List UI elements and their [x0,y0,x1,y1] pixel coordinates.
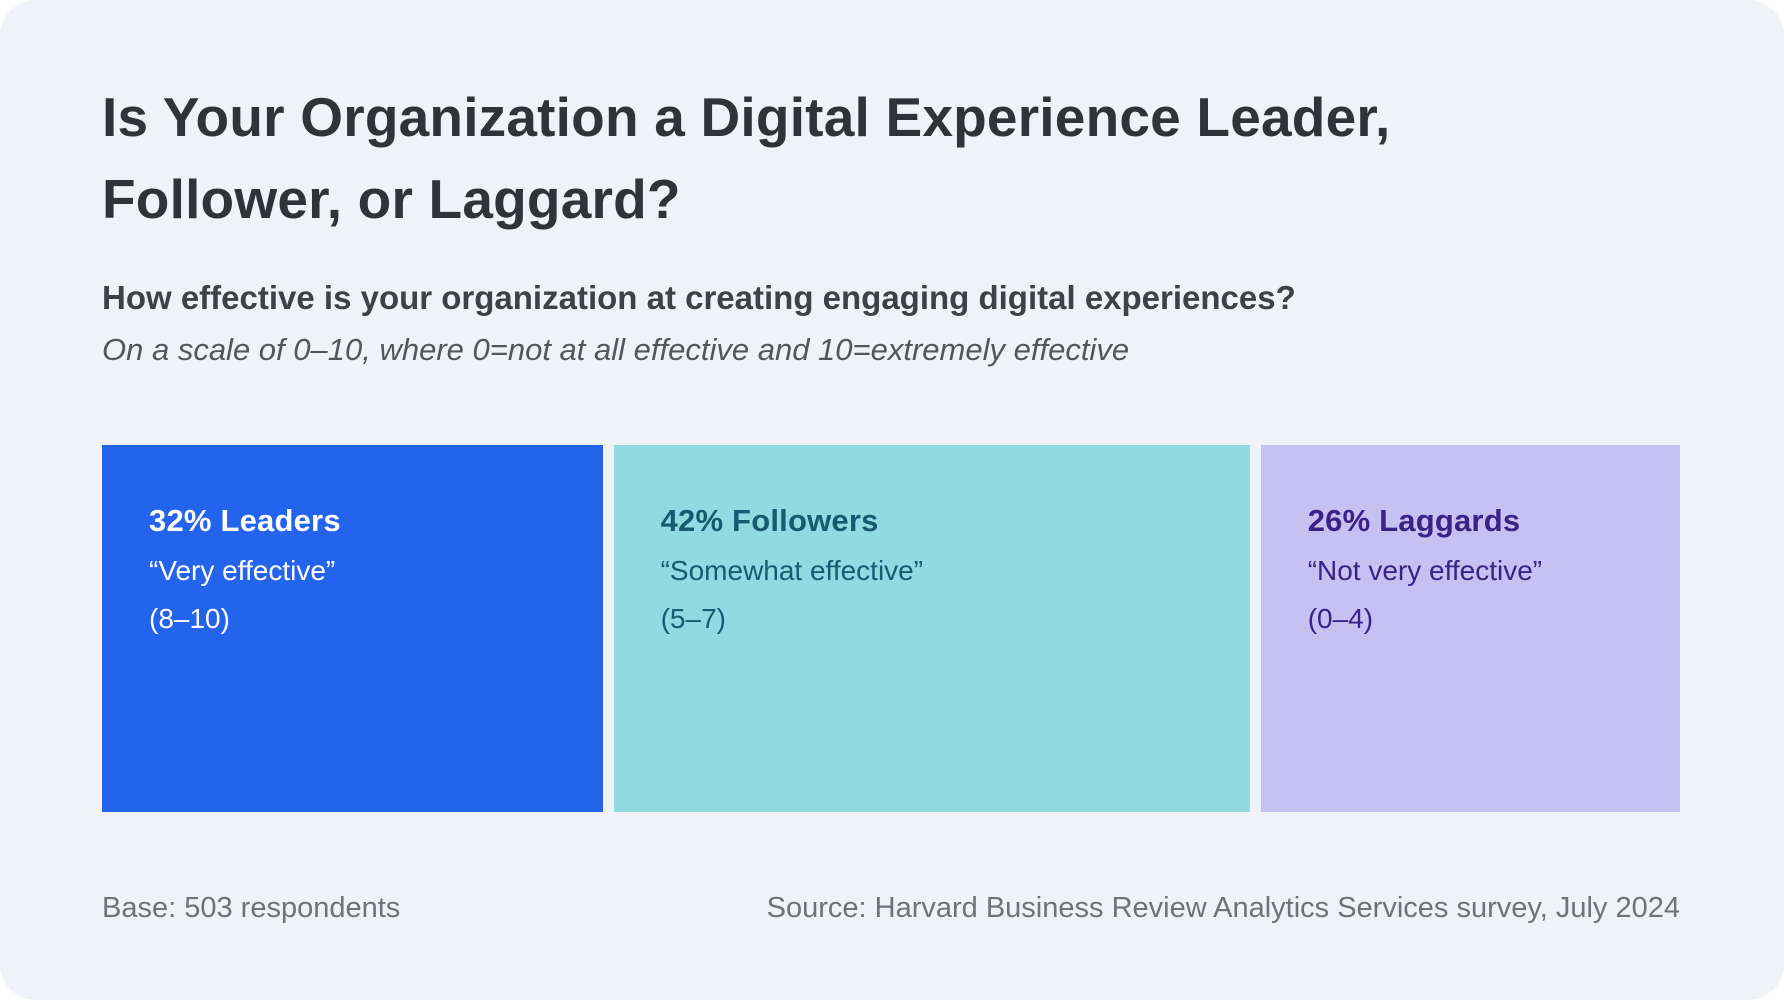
segment-leaders-range: (8–10) [149,603,230,634]
source-note: Source: Harvard Business Review Analytic… [766,892,1680,924]
segment-leaders: 32% Leaders “Very effective” (8–10) [102,445,603,812]
page-title: Is Your Organization a Digital Experienc… [102,76,1680,240]
segment-followers: 42% Followers “Somewhat effective” (5–7) [613,445,1250,812]
segment-laggards: 26% Laggards “Not very effective” (0–4) [1260,445,1680,812]
segment-leaders-text: 32% Leaders “Very effective” (8–10) [149,501,583,637]
footer: Base: 503 respondents Source: Harvard Bu… [102,889,1680,927]
segment-followers-range: (5–7) [660,603,726,634]
segment-laggards-headline: 26% Laggards [1307,503,1521,538]
page-title-line-2: Follower, or Laggard? [102,168,681,230]
segment-followers-quote: “Somewhat effective” [660,555,924,586]
segment-laggards-range: (0–4) [1307,603,1374,634]
segment-leaders-headline: 32% Leaders [149,503,341,538]
segment-leaders-quote: “Very effective” [149,555,336,586]
segment-laggards-quote: “Not very effective” [1307,555,1543,586]
page-title-line-1: Is Your Organization a Digital Experienc… [102,86,1391,148]
base-note: Base: 503 respondents [102,892,401,924]
survey-question: How effective is your organization at cr… [102,279,1296,316]
segment-followers-headline: 42% Followers [660,503,879,538]
scale-note: On a scale of 0–10, where 0=not at all e… [102,332,1130,367]
segment-followers-text: 42% Followers “Somewhat effective” (5–7) [661,501,1230,637]
segment-laggards-text: 26% Laggards “Not very effective” (0–4) [1308,501,1660,637]
proportional-bar-chart: 32% Leaders “Very effective” (8–10) 42% … [102,445,1680,812]
